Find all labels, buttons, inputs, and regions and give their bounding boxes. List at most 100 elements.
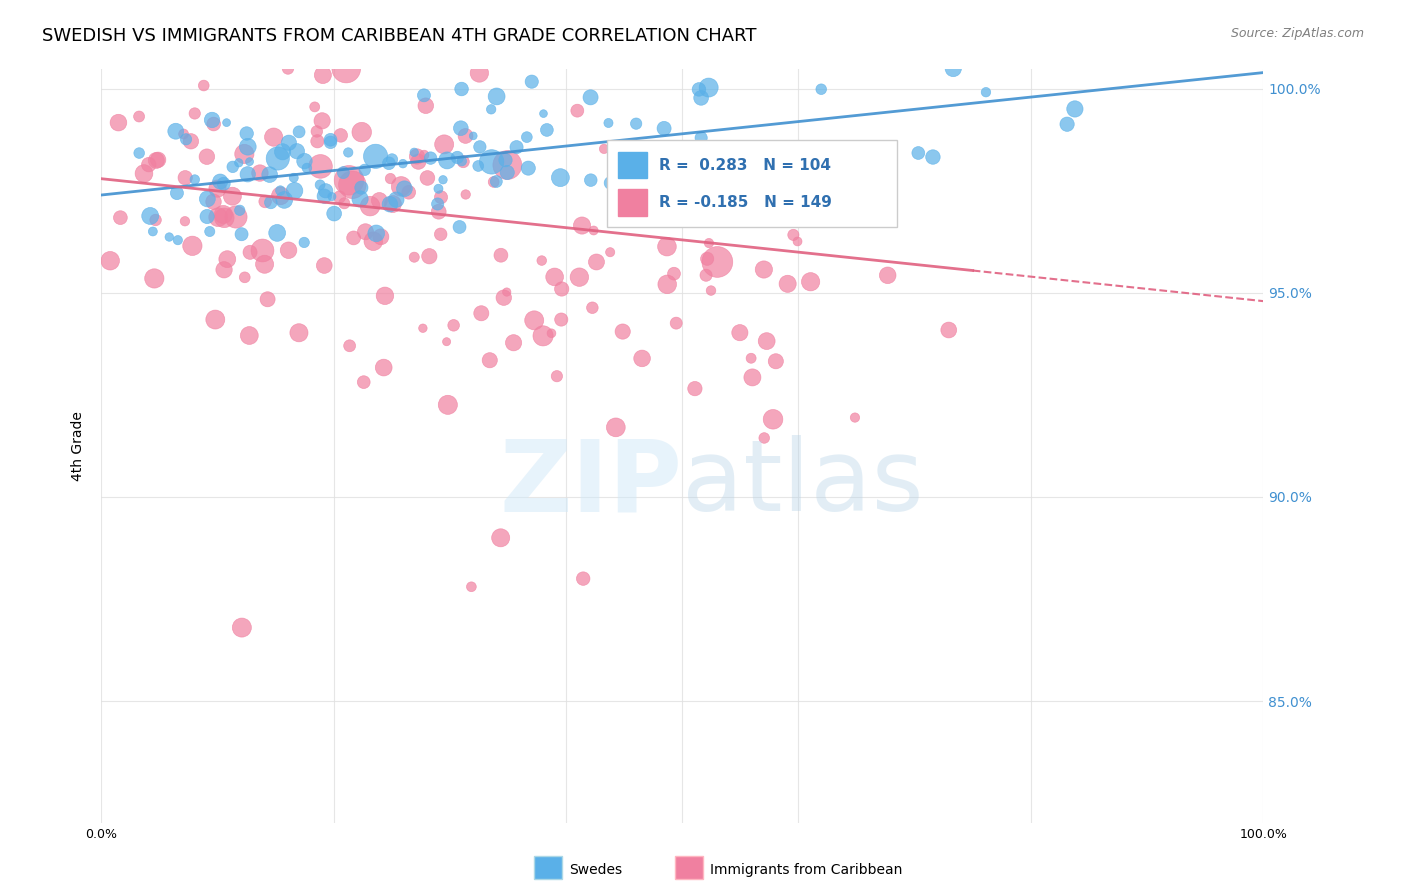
Point	[238, 328, 260, 343]
Point	[530, 253, 553, 268]
Point	[599, 245, 621, 260]
Point	[392, 156, 415, 170]
Point	[786, 235, 808, 249]
Point	[463, 128, 485, 143]
Point	[337, 173, 360, 187]
Point	[378, 197, 401, 211]
Point	[478, 353, 501, 368]
Point	[571, 219, 593, 233]
Point	[359, 199, 381, 213]
Point	[283, 184, 305, 198]
Bar	[619, 152, 647, 178]
Point	[238, 154, 260, 169]
Point	[305, 124, 328, 138]
Point	[107, 115, 129, 129]
Point	[520, 75, 543, 89]
Point	[489, 531, 512, 545]
Point	[229, 203, 252, 218]
Point	[502, 335, 524, 350]
Point	[496, 165, 519, 179]
Point	[479, 103, 502, 117]
Point	[467, 159, 489, 173]
Point	[333, 196, 356, 211]
Point	[450, 154, 472, 169]
Point	[277, 136, 299, 150]
Point	[204, 312, 226, 326]
Point	[755, 334, 778, 348]
Point	[876, 268, 898, 283]
Point	[415, 99, 437, 113]
Point	[343, 231, 366, 245]
Point	[146, 153, 169, 167]
Point	[312, 68, 335, 82]
Point	[598, 116, 620, 130]
Point	[430, 190, 453, 204]
Point	[752, 262, 775, 277]
Point	[253, 257, 276, 271]
Point	[285, 145, 308, 159]
Point	[482, 175, 505, 189]
Point	[427, 204, 450, 219]
Point	[470, 306, 492, 320]
Point	[269, 184, 291, 198]
Point	[450, 82, 472, 96]
Point	[657, 277, 679, 292]
Point	[531, 329, 554, 343]
Point	[342, 178, 364, 192]
Point	[142, 224, 165, 238]
Point	[184, 106, 207, 120]
Text: R = -0.185   N = 149: R = -0.185 N = 149	[659, 195, 832, 211]
Point	[314, 259, 336, 273]
Point	[239, 245, 262, 260]
Point	[138, 158, 160, 172]
Point	[740, 351, 762, 366]
Point	[329, 190, 352, 204]
Point	[696, 252, 718, 266]
Point	[228, 156, 250, 170]
Point	[166, 186, 188, 200]
Point	[304, 100, 326, 114]
Text: atlas: atlas	[682, 435, 924, 533]
Point	[460, 580, 482, 594]
Point	[624, 117, 647, 131]
Point	[207, 181, 229, 195]
Point	[593, 142, 616, 156]
Point	[209, 175, 232, 189]
Text: ZIP: ZIP	[499, 435, 682, 533]
Point	[416, 171, 439, 186]
Point	[174, 132, 197, 146]
Point	[436, 334, 458, 349]
Point	[145, 213, 167, 227]
Point	[266, 226, 288, 240]
Point	[166, 233, 188, 247]
Point	[624, 153, 647, 168]
Point	[165, 124, 187, 138]
Point	[98, 253, 121, 268]
Point	[180, 134, 202, 148]
Point	[481, 154, 503, 169]
Point	[446, 151, 468, 165]
Point	[517, 161, 540, 175]
Point	[277, 244, 299, 258]
Point	[235, 127, 257, 141]
Point	[404, 145, 426, 160]
Point	[277, 62, 299, 76]
Point	[231, 621, 253, 635]
Point	[495, 153, 517, 167]
Point	[1056, 117, 1078, 131]
Point	[516, 130, 538, 145]
Point	[217, 252, 239, 267]
Point	[236, 140, 259, 154]
Text: Immigrants from Caribbean: Immigrants from Caribbean	[710, 863, 903, 877]
Point	[550, 312, 572, 326]
Point	[581, 301, 603, 315]
Point	[207, 210, 229, 224]
Point	[546, 369, 568, 384]
Point	[202, 117, 225, 131]
Point	[662, 267, 685, 281]
Point	[269, 189, 291, 203]
Point	[728, 326, 751, 340]
Point	[907, 146, 929, 161]
Point	[233, 147, 256, 161]
Point	[690, 131, 713, 145]
